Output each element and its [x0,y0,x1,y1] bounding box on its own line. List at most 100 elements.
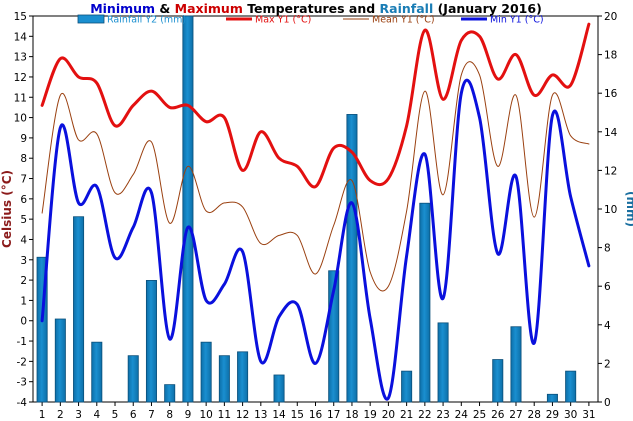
x-tick-label-6: 7 [148,409,155,421]
rainfall-bar-day-7 [145,280,157,403]
title-part-0: Minimum [90,1,155,16]
x-tick-label-24: 25 [473,409,486,421]
title-part-4: Rainfall [380,1,434,16]
x-tick-label-10: 11 [218,409,231,421]
rainfall-bar-day-18 [346,114,358,403]
x-tick-label-29: 30 [564,409,577,421]
y-right-tick-label-3: 6 [604,281,611,293]
x-tick-label-22: 23 [436,409,449,421]
x-tick-label-16: 17 [327,409,340,421]
x-tick-label-28: 29 [546,409,559,421]
y-left-tick-label-8: 4 [20,234,27,246]
x-tick-label-5: 6 [130,409,137,421]
rainfall-bar-day-1 [36,256,48,403]
x-tick-label-13: 14 [272,409,286,421]
legend-swatch-0 [77,14,105,24]
rainfall-bars [36,15,577,403]
rainfall-bar-day-8 [164,384,176,403]
title-part-3: Temperatures and [243,1,380,16]
rainfall-bar-day-26 [492,359,504,403]
rainfall-bar-day-29 [546,393,558,403]
x-tick-label-1: 2 [57,409,64,421]
min-temperature-line [40,78,591,401]
y-left-tick-label-1: -3 [17,377,27,389]
rainfall-bar-day-9 [182,15,194,403]
rainfall-bar-day-3 [73,216,85,403]
rainfall-bar-day-10 [200,341,212,403]
title-part-2: Maximum [175,1,243,16]
legend-label-2: Mean Y1 (°C) [372,15,435,26]
x-tick-label-25: 26 [491,409,505,421]
x-tick-label-8: 9 [185,409,192,421]
y-left-tick-label-7: 3 [20,255,27,267]
rainfall-bar-day-17 [328,270,340,403]
y-left-tick-label-14: 10 [14,113,27,125]
x-tick-label-14: 15 [291,409,304,421]
rainfall-bar-day-6 [127,355,139,403]
legend-label-1: Max Y1 (°C) [255,15,311,26]
rainfall-bar-day-11 [218,355,230,403]
y-left-tick-label-6: 2 [20,275,27,287]
x-tick-label-7: 8 [166,409,173,421]
y-left-axis-title: Celsius (°C) [0,170,14,248]
rainfall-bar-day-21 [401,370,413,403]
y-left-tick-label-12: 8 [20,153,27,165]
title-part-5: (January 2016) [433,1,542,16]
y-left-tick-label-3: -1 [17,336,27,348]
y-left-tick-label-11: 7 [20,174,27,186]
mean-temperature-line [41,61,590,292]
y-left-tick-label-16: 12 [14,72,27,84]
y-right-tick-label-2: 4 [604,320,611,332]
x-tick-label-9: 10 [199,409,212,421]
y-left-tick-label-9: 5 [20,214,27,226]
rainfall-bar-day-22 [419,202,431,403]
max-temperature-series [40,22,591,189]
y-right-tick-label-8: 16 [604,88,618,100]
x-tick-label-18: 19 [363,409,376,421]
y-left-tick-label-18: 14 [14,31,28,43]
x-tick-label-30: 31 [582,409,595,421]
y-left-tick-label-4: 0 [20,316,27,328]
x-tick-label-20: 21 [400,409,413,421]
x-tick-label-19: 20 [382,409,395,421]
x-tick-label-21: 22 [418,409,431,421]
title-part-1: & [155,1,175,16]
min-temperature-series [40,78,591,401]
y-right-tick-label-4: 8 [604,243,611,255]
rainfall-bar-day-27 [510,326,522,403]
rainfall-bar-day-12 [237,351,249,403]
x-tick-label-3: 4 [93,409,100,421]
y-right-axis-title: (mm) [624,191,633,227]
legend: Rainfall Y2 (mm) Max Y1 (°C) Mean Y1 (°C) M… [77,14,544,26]
rainfall-bar-day-14 [273,374,285,403]
x-tick-label-15: 16 [309,409,323,421]
y-right-tick-label-6: 12 [604,165,617,177]
x-tick-label-11: 12 [236,409,249,421]
y-left-tick-label-15: 11 [14,92,27,104]
chart-title: Minimum & Maximum Temperatures and Rainf… [90,1,542,16]
plot-area [32,15,599,403]
y-right-tick-label-10: 20 [604,11,617,23]
y-right-tick-label-9: 18 [604,50,617,62]
y-left-tick-label-2: -2 [17,356,27,368]
x-tick-label-23: 24 [455,409,469,421]
rainfall-bar-day-4 [91,341,103,403]
x-tick-label-17: 18 [345,409,358,421]
rainfall-bar-day-2 [54,318,66,403]
mean-temperature-series [41,61,590,292]
y-right-tick-label-0: 0 [604,397,611,409]
x-tick-label-2: 3 [75,409,82,421]
y-right-tick-label-1: 2 [604,358,611,370]
y-right-tick-label-7: 14 [604,127,618,139]
x-tick-label-0: 1 [39,409,46,421]
legend-label-3: Min Y1 (°C) [490,15,544,26]
y-left-tick-label-19: 15 [14,11,27,23]
y-right-tick-label-5: 10 [604,204,617,216]
legend-label-0: Rainfall Y2 (mm) [107,15,186,26]
y-left-tick-label-17: 13 [14,52,27,64]
rainfall-bar-day-23 [437,322,449,403]
x-tick-label-4: 5 [112,409,119,421]
y-left-tick-label-0: -4 [17,397,28,409]
